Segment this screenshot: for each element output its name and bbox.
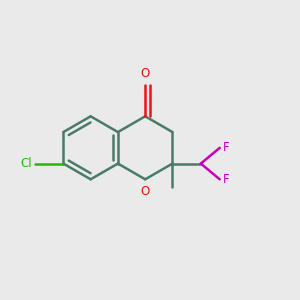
Text: Cl: Cl xyxy=(20,157,32,170)
Text: F: F xyxy=(223,173,230,186)
Text: F: F xyxy=(223,141,230,154)
Text: O: O xyxy=(141,184,150,198)
Text: O: O xyxy=(141,67,150,80)
